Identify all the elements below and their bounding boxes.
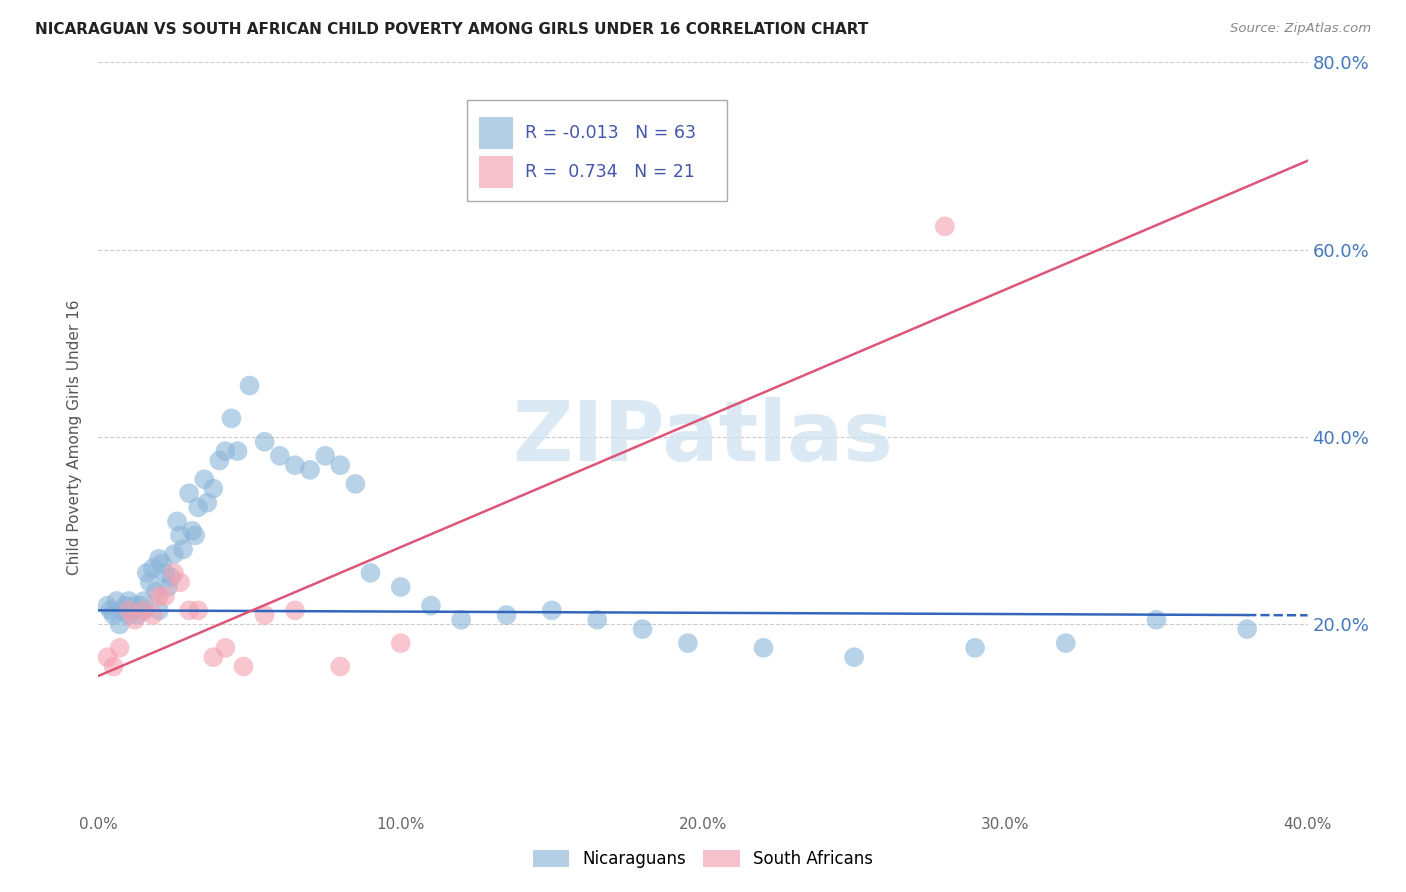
Y-axis label: Child Poverty Among Girls Under 16: Child Poverty Among Girls Under 16	[67, 300, 83, 574]
Point	[181, 524, 204, 538]
Point	[179, 603, 201, 617]
Point	[1144, 613, 1167, 627]
Point	[299, 463, 322, 477]
Point	[108, 617, 131, 632]
Point	[153, 566, 176, 580]
Point	[586, 613, 609, 627]
Point	[344, 476, 367, 491]
Point	[965, 640, 987, 655]
Point	[934, 219, 956, 234]
Text: Source: ZipAtlas.com: Source: ZipAtlas.com	[1230, 22, 1371, 36]
Point	[1236, 622, 1258, 636]
Point	[166, 514, 188, 528]
Point	[187, 500, 209, 515]
Point	[202, 482, 225, 496]
Point	[239, 378, 262, 392]
Point	[193, 472, 215, 486]
Point	[221, 411, 243, 425]
Point	[284, 458, 307, 473]
Point	[121, 603, 143, 617]
Point	[169, 528, 191, 542]
Point	[844, 650, 866, 665]
Text: NICARAGUAN VS SOUTH AFRICAN CHILD POVERTY AMONG GIRLS UNDER 16 CORRELATION CHART: NICARAGUAN VS SOUTH AFRICAN CHILD POVERT…	[35, 22, 869, 37]
Point	[148, 551, 170, 566]
Point	[269, 449, 291, 463]
Point	[111, 603, 134, 617]
Point	[450, 613, 472, 627]
Point	[118, 603, 141, 617]
FancyBboxPatch shape	[479, 117, 513, 149]
Point	[172, 542, 194, 557]
Point	[195, 496, 218, 510]
Point	[132, 594, 155, 608]
Point	[148, 590, 170, 604]
Point	[127, 608, 149, 623]
Point	[103, 608, 125, 623]
Point	[148, 603, 170, 617]
Point	[145, 584, 167, 599]
Point	[202, 650, 225, 665]
Point	[100, 603, 122, 617]
Point	[329, 458, 352, 473]
Point	[114, 599, 136, 613]
Point	[253, 608, 276, 623]
Point	[142, 608, 165, 623]
Point	[139, 575, 162, 590]
Text: ZIPatlas: ZIPatlas	[513, 397, 893, 477]
Point	[142, 561, 165, 575]
FancyBboxPatch shape	[467, 100, 727, 201]
Point	[187, 603, 209, 617]
Point	[676, 636, 699, 650]
Point	[631, 622, 654, 636]
Point	[389, 580, 412, 594]
Point	[314, 449, 336, 463]
Point	[169, 575, 191, 590]
Point	[160, 571, 183, 585]
Point	[284, 603, 307, 617]
Point	[96, 599, 118, 613]
Point	[226, 444, 249, 458]
Point	[132, 603, 155, 617]
Point	[214, 640, 236, 655]
Text: R = -0.013   N = 63: R = -0.013 N = 63	[526, 124, 696, 142]
Point	[214, 444, 236, 458]
Point	[540, 603, 562, 617]
Point	[124, 613, 146, 627]
Point	[184, 528, 207, 542]
Point	[179, 486, 201, 500]
Point	[232, 659, 254, 673]
Point	[163, 547, 186, 561]
Point	[329, 659, 352, 673]
Point	[118, 594, 141, 608]
Point	[108, 640, 131, 655]
Point	[135, 566, 157, 580]
Point	[420, 599, 443, 613]
Point	[103, 659, 125, 673]
Point	[253, 434, 276, 449]
Point	[208, 453, 231, 467]
Point	[132, 603, 155, 617]
Point	[118, 608, 141, 623]
FancyBboxPatch shape	[479, 156, 513, 187]
Text: R =  0.734   N = 21: R = 0.734 N = 21	[526, 163, 695, 181]
Point	[360, 566, 382, 580]
Point	[156, 580, 179, 594]
Point	[163, 566, 186, 580]
Point	[495, 608, 517, 623]
Point	[389, 636, 412, 650]
Legend: Nicaraguans, South Africans: Nicaraguans, South Africans	[526, 843, 880, 875]
Point	[153, 590, 176, 604]
Point	[1054, 636, 1077, 650]
Point	[129, 599, 152, 613]
Point	[752, 640, 775, 655]
Point	[150, 557, 173, 571]
Point	[96, 650, 118, 665]
Point	[105, 594, 128, 608]
Point	[124, 599, 146, 613]
